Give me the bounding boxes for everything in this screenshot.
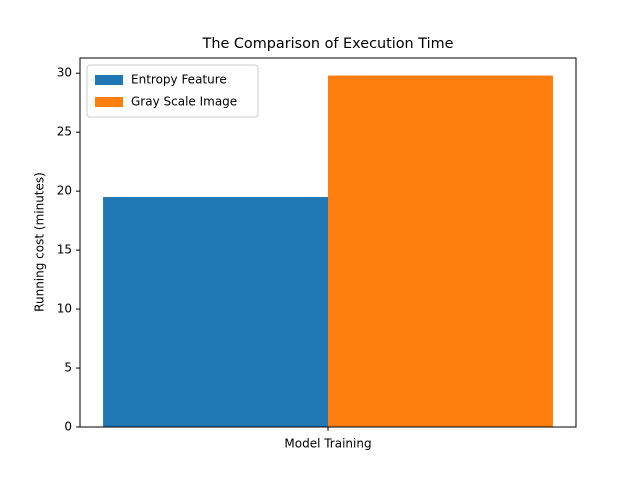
legend-label: Gray Scale Image [131,95,237,109]
bar [103,197,329,427]
y-tick-label: 30 [57,66,72,80]
y-tick-label: 0 [64,420,72,434]
y-tick-label: 15 [57,243,72,257]
bar [328,75,553,428]
y-tick-label: 10 [57,302,72,316]
y-tick-label: 25 [57,125,72,139]
legend-box [86,64,259,118]
legend-swatch [95,75,123,85]
legend-swatch [95,97,123,107]
legend-label: Entropy Feature [131,73,227,87]
chart-title: The Comparison of Execution Time [202,36,454,52]
plot-frame [79,57,577,428]
x-tick-label: Model Training [284,437,371,451]
y-axis-label: Running cost (minutes) [33,172,47,312]
y-tick-label: 20 [57,184,72,198]
y-tick-label: 5 [64,361,72,375]
